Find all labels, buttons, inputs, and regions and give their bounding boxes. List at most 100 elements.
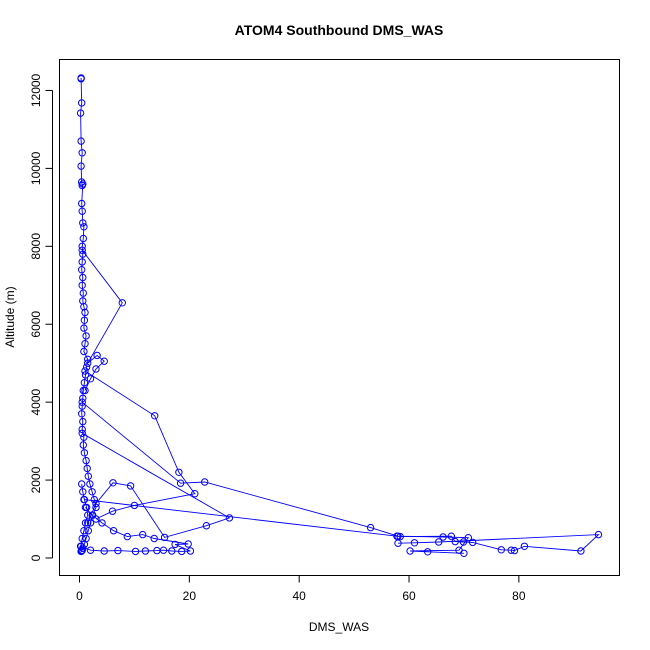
data-point	[79, 417, 87, 426]
data-point	[93, 351, 101, 360]
data-point	[81, 367, 89, 375]
x-axis: 0 20 40 60 80	[76, 575, 526, 603]
data-point	[178, 547, 186, 556]
data-point	[78, 266, 86, 274]
data-point	[78, 425, 86, 434]
y-tick-label: 0	[29, 554, 43, 561]
data-point	[80, 379, 89, 387]
data-point	[77, 137, 85, 145]
data-point	[88, 511, 96, 519]
data-point	[176, 479, 185, 487]
series-line-2	[81, 249, 123, 391]
data-point	[447, 532, 455, 540]
data-point	[109, 479, 117, 487]
data-point	[92, 499, 100, 508]
data-point	[86, 519, 95, 527]
data-point	[81, 503, 90, 512]
data-point	[184, 540, 192, 548]
data-point	[139, 530, 147, 539]
data-point	[78, 398, 86, 406]
data-point	[78, 207, 86, 215]
data-point	[118, 299, 127, 307]
y-axis: 0 2000 4000 6000 8000 10000 12000	[29, 73, 53, 561]
data-point	[86, 375, 95, 383]
data-point	[90, 495, 99, 504]
x-tick-label: 20	[183, 589, 197, 603]
data-point	[77, 162, 85, 170]
data-point	[186, 547, 195, 555]
data-point	[366, 523, 375, 532]
data-point	[100, 547, 108, 555]
data-point	[78, 281, 86, 289]
y-tick-label: 12000	[29, 73, 43, 107]
data-point	[78, 410, 86, 418]
series-line-3	[84, 370, 196, 520]
data-point	[79, 394, 87, 402]
data-point	[78, 199, 86, 208]
data-point	[78, 258, 86, 266]
data-point	[510, 546, 519, 555]
y-tick-label: 2000	[29, 466, 43, 493]
data-point	[79, 219, 87, 227]
data-point	[114, 546, 122, 555]
series-line-6	[83, 499, 600, 552]
data-point	[98, 519, 106, 527]
y-axis-label: Altitude (m)	[3, 286, 17, 347]
data-point	[520, 542, 529, 550]
data-point	[594, 530, 603, 539]
data-point	[79, 441, 88, 449]
data-point	[497, 546, 505, 554]
data-point	[109, 527, 118, 535]
data-point	[141, 547, 150, 555]
data-point	[225, 514, 234, 522]
series-line-5	[81, 432, 231, 538]
data-point	[82, 332, 90, 340]
plot-frame	[59, 59, 620, 576]
data-point	[175, 468, 183, 476]
data-point	[84, 472, 93, 480]
data-point	[410, 539, 419, 547]
data-point	[78, 402, 86, 410]
data-point	[81, 519, 90, 527]
y-tick-label: 4000	[29, 388, 43, 415]
data-point	[84, 519, 92, 527]
x-tick-label: 40	[293, 589, 307, 603]
x-tick-label: 60	[402, 589, 416, 603]
data-point	[82, 456, 90, 465]
data-point	[82, 363, 91, 371]
y-tick-label: 8000	[29, 233, 43, 260]
data-point	[78, 149, 86, 157]
series-line-4	[81, 401, 470, 554]
data-point	[80, 495, 88, 504]
data-point	[79, 488, 87, 496]
data-point	[80, 527, 88, 535]
data-point	[86, 546, 95, 554]
data-point	[76, 109, 85, 117]
data-point	[80, 347, 88, 356]
data-point	[123, 532, 132, 541]
data-point	[80, 223, 88, 231]
data-point	[191, 490, 199, 498]
data-point	[168, 547, 176, 555]
data-point	[77, 547, 85, 556]
data-point	[78, 246, 86, 254]
y-tick-label: 10000	[29, 151, 43, 185]
data-point	[396, 532, 404, 541]
series-layer	[76, 74, 603, 557]
data-point	[202, 522, 211, 530]
series-line-1	[80, 78, 97, 553]
data-point	[79, 289, 88, 297]
data-point	[150, 534, 158, 543]
data-point	[79, 234, 88, 243]
x-tick-label: 80	[512, 589, 526, 603]
data-point	[86, 480, 94, 488]
x-tick-label: 0	[76, 589, 83, 603]
data-point	[159, 546, 168, 554]
data-point	[83, 464, 91, 473]
data-point	[393, 532, 401, 540]
chart-title: ATOM4 Southbound DMS_WAS	[235, 22, 444, 38]
x-axis-label: DMS_WAS	[309, 620, 369, 634]
data-point	[77, 542, 85, 550]
data-point	[79, 273, 87, 282]
